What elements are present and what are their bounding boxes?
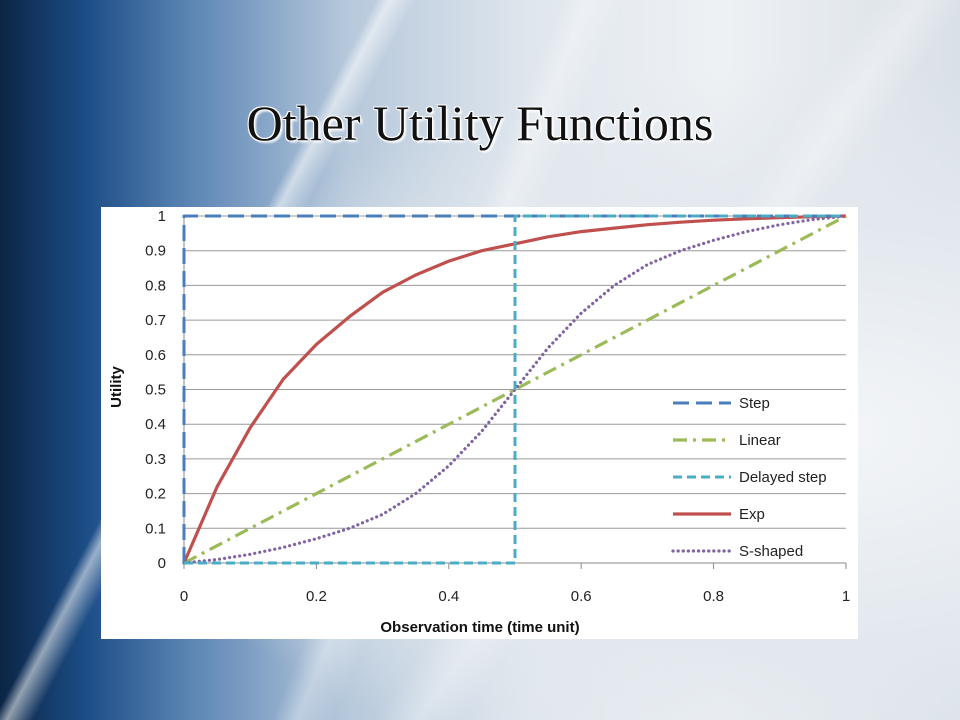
x-axis-title: Observation time (time unit)	[380, 619, 579, 636]
x-tick-label: 1	[842, 588, 850, 605]
y-axis-title: Utility	[108, 366, 125, 408]
y-tick-label: 0.1	[145, 520, 166, 537]
legend-label: Step	[739, 395, 770, 412]
legend-label: Delayed step	[739, 469, 827, 486]
x-tick-label: 0.2	[306, 588, 327, 605]
y-tick-label: 0.8	[145, 277, 166, 294]
slide-title: Other Utility Functions	[246, 95, 714, 151]
legend: Step Linear Delayed step Exp S-shaped	[671, 395, 827, 560]
series-lines	[182, 214, 848, 565]
x-tick-label: 0.6	[571, 588, 592, 605]
utility-chart: 0 0.1 0.2 0.3 0.4 0.5 0.6 0.7 0.8 0.9 1 0 0.2 0.4 0.6…	[108, 208, 850, 636]
legend-label: Exp	[739, 506, 765, 523]
y-tick-label: 0.6	[145, 347, 166, 364]
y-tick-label: 0	[158, 555, 166, 572]
y-tick-label: 0.7	[145, 312, 166, 329]
x-tick-label: 0	[180, 588, 188, 605]
y-tick-labels: 0 0.1 0.2 0.3 0.4 0.5 0.6 0.7 0.8 0.9 1	[145, 208, 166, 572]
y-tick-label: 0.3	[145, 451, 166, 468]
y-tick-label: 0.4	[145, 416, 166, 433]
series-line-linear	[183, 214, 847, 565]
y-tick-label: 0.9	[145, 243, 166, 260]
legend-label: S-shaped	[739, 543, 803, 560]
x-tick-labels: 0 0.2 0.4 0.6 0.8 1	[180, 563, 850, 605]
y-tick-label: 0.2	[145, 486, 166, 503]
x-tick-label: 0.4	[438, 588, 459, 605]
chart-panel: 0 0.1 0.2 0.3 0.4 0.5 0.6 0.7 0.8 0.9 1 0 0.2 0.4 0.6…	[101, 207, 858, 639]
x-tick-label: 0.8	[703, 588, 724, 605]
y-tick-label: 0.5	[145, 382, 166, 399]
y-tick-label: 1	[158, 208, 166, 225]
series-line-delayed-step	[184, 214, 846, 565]
legend-label: Linear	[739, 432, 781, 449]
